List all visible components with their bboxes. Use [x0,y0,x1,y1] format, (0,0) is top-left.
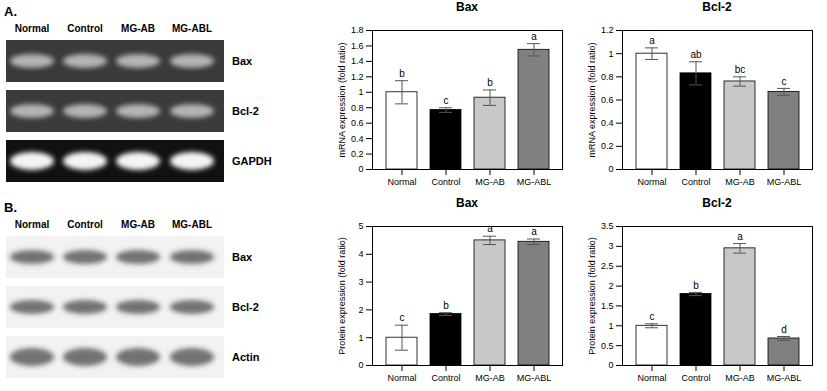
svg-text:a: a [737,231,743,242]
svg-text:4: 4 [358,249,363,259]
svg-text:1: 1 [358,333,363,343]
svg-text:Normal: Normal [15,23,50,34]
svg-text:MG-AB: MG-AB [121,23,155,34]
svg-text:0.6: 0.6 [351,118,364,128]
svg-text:MG-AB: MG-AB [725,373,755,383]
svg-text:Actin: Actin [232,351,260,363]
svg-text:MG-AB: MG-AB [121,219,155,230]
svg-text:Normal: Normal [637,373,666,383]
svg-text:Protein expression (fold ratio: Protein expression (fold ratio) [337,237,347,355]
svg-text:1: 1 [358,87,363,97]
svg-text:2.5: 2.5 [601,261,614,271]
svg-text:bc: bc [735,64,746,75]
svg-text:5: 5 [358,221,363,231]
svg-text:1.5: 1.5 [601,301,614,311]
svg-text:Protein expression (fold ratio: Protein expression (fold ratio) [587,237,597,355]
svg-text:Control: Control [681,177,710,187]
svg-text:c: c [782,76,787,87]
svg-text:1.6: 1.6 [351,41,364,51]
svg-text:MG-ABL: MG-ABL [767,373,802,383]
svg-text:0.2: 0.2 [601,141,614,151]
svg-text:1.4: 1.4 [351,56,364,66]
svg-text:2: 2 [608,281,613,291]
svg-text:1.8: 1.8 [351,25,364,35]
svg-text:b: b [693,280,699,291]
svg-text:0: 0 [358,360,363,370]
html-text:Bax: Bax [456,0,478,14]
svg-text:Bax: Bax [232,251,253,263]
svg-text:0: 0 [358,164,363,174]
svg-text:Control: Control [431,373,460,383]
svg-text:Bax: Bax [232,55,253,67]
svg-text:GAPDH: GAPDH [232,155,272,167]
svg-text:Bcl-2: Bcl-2 [232,105,259,117]
svg-text:mRNA expression (fold ratio): mRNA expression (fold ratio) [337,42,347,157]
svg-text:A.: A. [4,4,17,19]
svg-text:0: 0 [608,360,613,370]
svg-text:Normal: Normal [637,177,666,187]
html-text:Bcl-2: Bcl-2 [702,196,732,210]
svg-text:Normal: Normal [387,177,416,187]
svg-text:B.: B. [4,200,17,215]
svg-text:1: 1 [608,321,613,331]
svg-text:c: c [400,312,405,323]
svg-text:MG-ABL: MG-ABL [172,23,212,34]
svg-text:0.4: 0.4 [351,133,364,143]
svg-text:1.2: 1.2 [601,25,614,35]
html-text:Bax: Bax [456,196,478,210]
svg-text:0.8: 0.8 [351,103,364,113]
svg-text:a: a [487,223,493,234]
svg-text:0.8: 0.8 [601,72,614,82]
svg-text:mRNA expression (fold ratio): mRNA expression (fold ratio) [587,42,597,157]
svg-text:0.5: 0.5 [601,341,614,351]
svg-text:b: b [487,77,493,88]
svg-text:c: c [650,311,655,322]
svg-text:3: 3 [608,241,613,251]
svg-text:1.2: 1.2 [351,72,364,82]
svg-text:MG-AB: MG-AB [475,177,505,187]
svg-text:MG-ABL: MG-ABL [172,219,212,230]
svg-text:Bcl-2: Bcl-2 [232,301,259,313]
svg-text:Control: Control [67,23,103,34]
svg-text:b: b [399,68,405,79]
svg-text:0: 0 [608,164,613,174]
svg-text:MG-AB: MG-AB [475,373,505,383]
svg-text:a: a [531,31,537,42]
svg-text:MG-ABL: MG-ABL [517,177,552,187]
svg-text:Control: Control [67,219,103,230]
svg-text:Control: Control [681,373,710,383]
svg-text:3: 3 [358,277,363,287]
svg-text:c: c [444,95,449,106]
svg-text:b: b [443,300,449,311]
html-text:Bcl-2: Bcl-2 [702,0,732,14]
svg-text:Normal: Normal [15,219,50,230]
svg-text:1: 1 [608,49,613,59]
svg-text:0.6: 0.6 [601,95,614,105]
svg-text:MG-ABL: MG-ABL [767,177,802,187]
svg-text:a: a [649,35,655,46]
svg-text:ab: ab [690,49,702,60]
svg-text:2: 2 [358,305,363,315]
svg-text:MG-ABL: MG-ABL [517,373,552,383]
svg-text:0.2: 0.2 [351,149,364,159]
svg-text:d: d [781,324,787,335]
svg-text:MG-AB: MG-AB [725,177,755,187]
svg-text:a: a [531,226,537,237]
svg-text:0.4: 0.4 [601,118,614,128]
svg-text:3.5: 3.5 [601,221,614,231]
svg-text:Control: Control [431,177,460,187]
svg-text:Normal: Normal [387,373,416,383]
